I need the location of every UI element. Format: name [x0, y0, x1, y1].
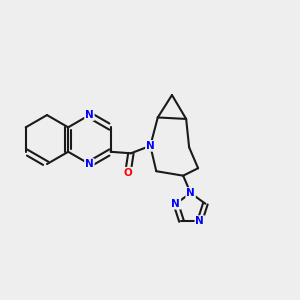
Text: N: N: [146, 141, 155, 151]
Text: N: N: [186, 188, 195, 198]
Text: N: N: [85, 159, 94, 169]
Text: O: O: [124, 168, 132, 178]
Text: N: N: [85, 110, 94, 120]
Text: N: N: [172, 199, 180, 209]
Text: N: N: [195, 216, 204, 226]
